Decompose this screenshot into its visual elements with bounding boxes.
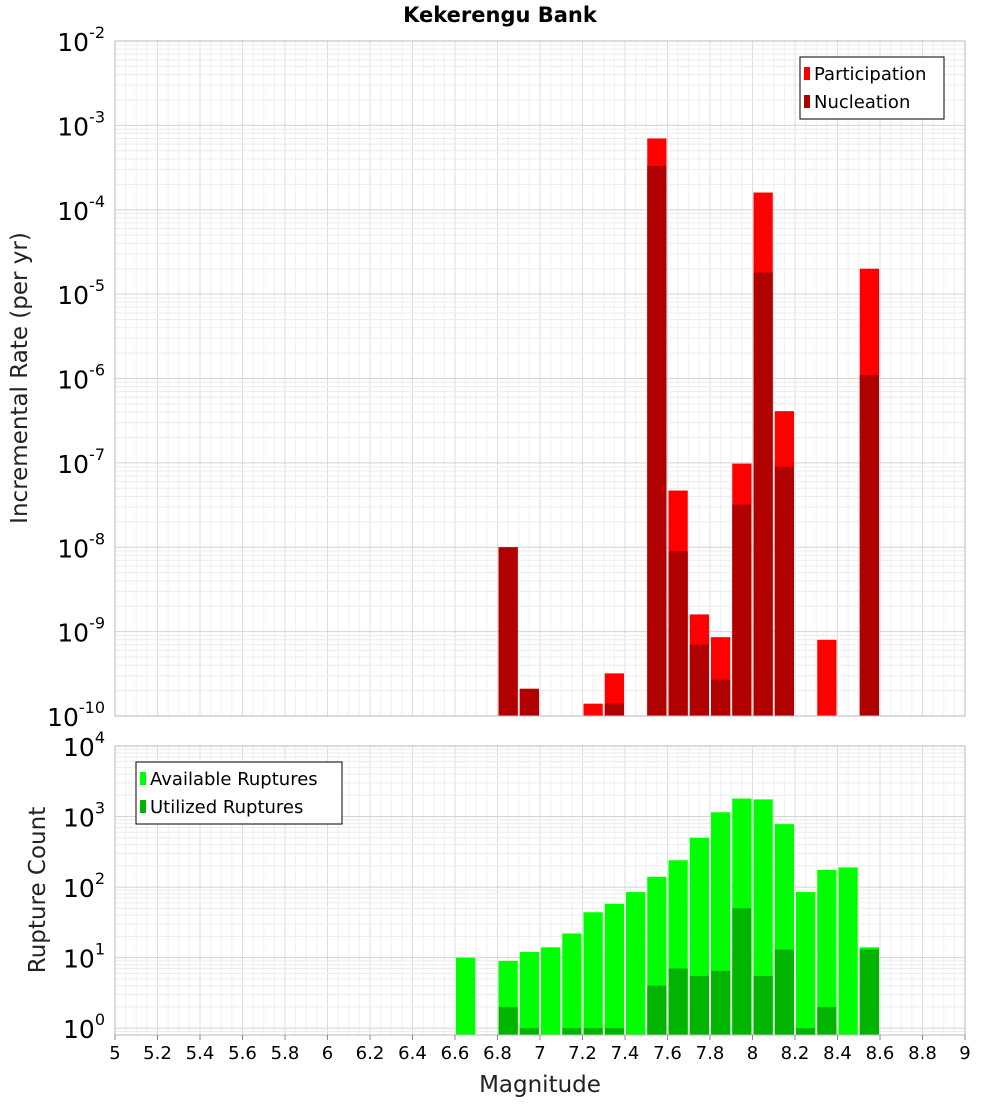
top-bar — [647, 166, 667, 717]
bottom-legend: Available Ruptures Utilized Ruptures — [135, 761, 343, 825]
x-tick-label: 8.6 — [866, 1043, 895, 1064]
top-y-tick-label: 10-8 — [57, 529, 105, 563]
x-tick-label: 8.4 — [823, 1043, 852, 1064]
bottom-bar — [626, 892, 646, 1035]
bottom-bar — [456, 957, 476, 1035]
bottom-bar — [711, 970, 731, 1035]
top-legend-swatch — [804, 67, 810, 80]
top-plot-border — [114, 40, 966, 717]
x-tick-label: 5.4 — [186, 1043, 215, 1064]
x-tick-label: 5.2 — [143, 1043, 172, 1064]
bottom-bar — [817, 1006, 837, 1035]
bottom-bar — [541, 947, 561, 1035]
chart-title: Kekerengu Bank — [403, 3, 598, 27]
x-tick-label: 7 — [534, 1043, 545, 1064]
bottom-bar — [796, 1028, 816, 1035]
top-y-tick-label: 10-4 — [57, 192, 105, 226]
bottom-bar — [774, 949, 794, 1035]
bottom-bar — [838, 867, 858, 1035]
top-series-1 — [498, 166, 879, 717]
top-bar — [498, 547, 518, 716]
x-tick-label: 8.2 — [781, 1043, 810, 1064]
top-bar — [732, 504, 752, 716]
top-bar — [604, 703, 624, 716]
bottom-bar — [498, 1006, 518, 1035]
x-tick-label: 6.2 — [356, 1043, 385, 1064]
top-y-tick-label: 10-5 — [57, 276, 105, 310]
top-bar — [774, 466, 794, 716]
bottom-y-tick-label: 101 — [63, 940, 105, 974]
top-bar — [519, 688, 539, 716]
bottom-bar — [583, 912, 603, 1035]
bottom-bar — [817, 869, 837, 1035]
top-legend-label: Nucleation — [814, 92, 910, 113]
top-bar — [817, 639, 837, 716]
top-legend-box — [799, 56, 945, 120]
x-tick-label: 7.2 — [568, 1043, 597, 1064]
top-y-tick-label: 10-2 — [57, 23, 105, 57]
x-tick-label: 7.6 — [653, 1043, 682, 1064]
top-y-tick-label: 10-7 — [57, 445, 105, 479]
top-grid — [114, 40, 966, 717]
top-y-tick-label: 10-9 — [57, 614, 105, 648]
bottom-bar — [732, 908, 752, 1035]
x-tick-label: 6.8 — [483, 1043, 512, 1064]
x-tick-label: 7.4 — [611, 1043, 640, 1064]
bottom-bar — [604, 903, 624, 1035]
bottom-series-1 — [498, 908, 879, 1035]
x-tick-label: 8 — [747, 1043, 758, 1064]
bottom-legend-label: Available Ruptures — [150, 769, 318, 790]
bottom-bar — [519, 952, 539, 1035]
bottom-bar — [519, 1028, 539, 1035]
bottom-bar — [583, 1028, 603, 1035]
bottom-bar — [647, 985, 667, 1035]
bottom-bar — [604, 1028, 624, 1035]
top-bar — [753, 272, 773, 716]
x-axis-label: Magnitude — [479, 1072, 601, 1098]
bottom-y-axis-label: Rupture Count — [25, 807, 51, 973]
top-y-tick-label: 10-3 — [57, 107, 105, 141]
bottom-legend-swatch — [140, 772, 146, 785]
top-legend-label: Participation — [814, 64, 926, 85]
x-tick-label: 5.8 — [271, 1043, 300, 1064]
top-legend-swatch — [804, 95, 810, 108]
x-tick-label: 5.6 — [228, 1043, 257, 1064]
bottom-bar — [689, 975, 709, 1035]
top-bar — [859, 375, 879, 716]
bottom-legend-label: Utilized Ruptures — [150, 797, 303, 818]
bottom-y-tick-label: 100 — [63, 1010, 105, 1044]
x-tick-label: 7.8 — [696, 1043, 725, 1064]
top-bar — [689, 644, 709, 716]
x-tick-label: 6.4 — [398, 1043, 427, 1064]
top-y-tick-label: 10-6 — [57, 361, 105, 395]
bottom-bar — [668, 968, 688, 1035]
bottom-bar — [562, 1028, 582, 1035]
bottom-y-tick-label: 103 — [63, 799, 105, 833]
bottom-y-tick-label: 102 — [63, 869, 105, 903]
x-tick-label: 6.6 — [441, 1043, 470, 1064]
x-tick-label: 8.8 — [908, 1043, 937, 1064]
x-tick-label: 5 — [109, 1043, 120, 1064]
x-tick-label: 9 — [959, 1043, 970, 1064]
x-tick-label: 6 — [322, 1043, 333, 1064]
bottom-plot-group: 100 101 102 103 104 5 5.2 5.4 5.6 5.8 6 6.2 6.4 6.6 6.… — [63, 728, 971, 1064]
bottom-bar — [562, 933, 582, 1035]
top-bar — [711, 679, 731, 716]
top-bar — [583, 703, 603, 716]
top-legend: Participation Nucleation — [799, 56, 945, 120]
top-plot-group: 10-10 10-9 10-8 10-7 10-6 10-5 10-4 10-3 10-2 Par… — [47, 23, 966, 732]
bottom-bar — [796, 892, 816, 1035]
top-y-axis-label: Incremental Rate (per yr) — [7, 232, 33, 524]
top-y-tick-label: 10-10 — [47, 698, 105, 732]
bottom-bar — [753, 975, 773, 1035]
bottom-y-tick-label: 104 — [63, 728, 105, 762]
bottom-bar — [859, 949, 879, 1035]
bottom-legend-box — [135, 761, 343, 825]
top-bar — [668, 551, 688, 716]
bottom-legend-swatch — [140, 800, 146, 813]
